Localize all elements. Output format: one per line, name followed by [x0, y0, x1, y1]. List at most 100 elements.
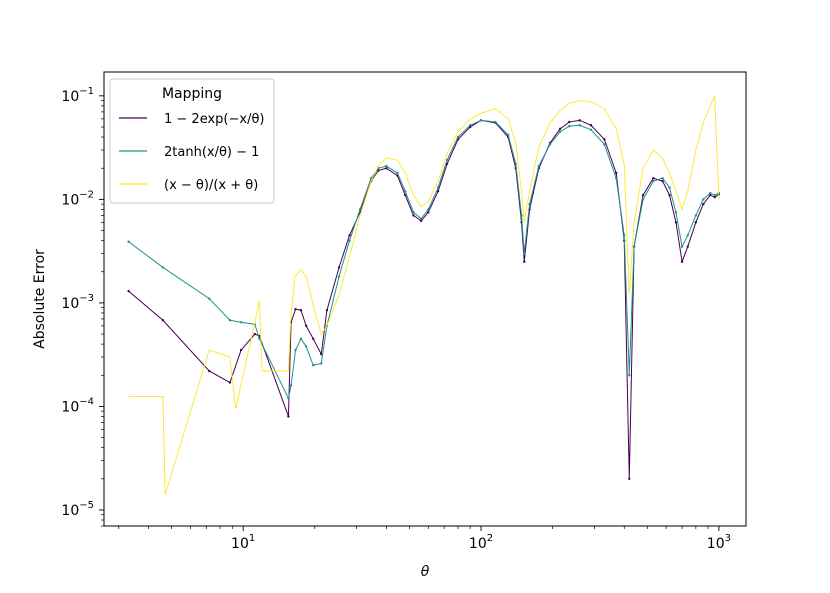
series-1-point — [614, 171, 618, 175]
series-1-point — [161, 319, 165, 322]
series-2-point — [520, 214, 523, 217]
series-2-point — [674, 211, 678, 214]
series-2-point — [623, 234, 626, 237]
series-2-point — [258, 337, 261, 341]
series-1-point — [686, 245, 689, 248]
series-2-point — [558, 130, 562, 133]
series-2-point — [445, 158, 449, 162]
series-1-point — [589, 124, 593, 127]
series-2-point — [239, 321, 243, 324]
x-axis: 101 102 103 — [118, 526, 731, 552]
series-1-point — [299, 309, 303, 312]
series-2-point — [208, 297, 211, 300]
series-1-point — [661, 179, 664, 183]
series-1-point — [208, 369, 211, 373]
series-2-point — [628, 374, 631, 377]
series-1-point — [239, 348, 243, 352]
series-1-point — [325, 309, 329, 312]
series-2-point — [661, 177, 664, 180]
series-2-point — [537, 164, 541, 168]
series-1-point — [713, 195, 716, 199]
series-2-point — [614, 177, 618, 180]
legend-label-series-1: 1 − 2exp(−x/θ) — [164, 112, 264, 127]
series-1-point — [523, 260, 526, 263]
series-2-point — [589, 128, 593, 131]
series-1-point — [253, 332, 257, 336]
series-1-point — [312, 337, 315, 341]
series-layer — [127, 95, 721, 495]
y-tick-label: 10−3 — [61, 293, 94, 312]
series-2-point — [506, 133, 510, 137]
series-2-point — [404, 189, 407, 193]
series-2-line — [128, 119, 720, 400]
series-2-point — [337, 275, 341, 278]
series-2-point — [468, 124, 472, 127]
series-1-point — [702, 202, 705, 206]
series-2-point — [686, 234, 689, 237]
series-2-point — [436, 186, 440, 189]
series-2-point — [412, 211, 415, 214]
series-1-point — [558, 127, 562, 131]
series-2-point — [161, 266, 165, 269]
series-1-point — [419, 219, 423, 223]
series-1-point — [641, 193, 645, 197]
series-2 — [127, 119, 721, 400]
y-tick-label: 10−1 — [61, 86, 94, 105]
series-2-point — [385, 164, 388, 168]
series-1-point — [287, 415, 290, 418]
y-tick-label: 10−4 — [61, 396, 94, 415]
series-2-point — [494, 120, 497, 124]
x-tick-label: 101 — [231, 533, 255, 552]
series-1-point — [680, 260, 684, 263]
series-1-point — [668, 193, 671, 197]
series-2-point — [419, 217, 423, 220]
series-2-point — [369, 177, 373, 180]
series-1-point — [578, 119, 581, 122]
y-tick-label: 10−5 — [61, 500, 94, 519]
x-axis-label: θ — [421, 564, 430, 580]
plot-frame — [103, 71, 747, 527]
x-tick-label: 103 — [707, 533, 731, 552]
series-2-point — [694, 214, 698, 217]
series-2-point — [289, 384, 293, 387]
series-2-point — [127, 240, 130, 243]
series-2-point — [709, 191, 712, 195]
legend-label-series-2: 2tanh(x/θ) − 1 — [164, 145, 259, 160]
series-1-point — [228, 381, 232, 384]
series-2-point — [348, 239, 351, 242]
series-2-point — [304, 345, 308, 348]
series-1-point — [709, 193, 712, 197]
series-2-point — [632, 245, 636, 248]
series-1-point — [337, 266, 341, 269]
series-2-point — [713, 193, 716, 197]
series-1-point — [304, 324, 308, 328]
series-1-point — [674, 221, 678, 224]
legend-label-series-3: (x − θ)/(x + θ) — [164, 178, 258, 193]
series-1-point — [320, 352, 323, 356]
series-3 — [128, 95, 720, 495]
series-2-point — [320, 362, 323, 365]
series-1-point — [377, 169, 380, 172]
x-tick-label: 102 — [469, 533, 493, 552]
series-1-point — [568, 120, 571, 124]
series-2-point — [578, 124, 581, 127]
series-1-point — [404, 193, 407, 197]
series-2-point — [228, 319, 232, 322]
y-axis-label: Absolute Error — [32, 249, 48, 349]
series-2-point — [479, 119, 483, 122]
series-2-point — [358, 208, 362, 211]
series-2-point — [568, 124, 571, 128]
series-2-point — [427, 208, 430, 211]
y-tick-label: 10−2 — [61, 189, 94, 208]
series-1-point — [694, 221, 698, 224]
legend: Mapping 1 − 2exp(−x/θ) 2tanh(x/θ) − 1 (x… — [109, 78, 275, 204]
series-2-point — [294, 348, 297, 352]
legend-box — [109, 78, 275, 204]
series-3-line — [128, 95, 720, 495]
series-2-point — [680, 245, 684, 248]
series-1-point — [427, 211, 430, 214]
series-2-point — [603, 143, 606, 146]
series-1-point — [385, 167, 388, 170]
series-2-point — [456, 135, 460, 139]
